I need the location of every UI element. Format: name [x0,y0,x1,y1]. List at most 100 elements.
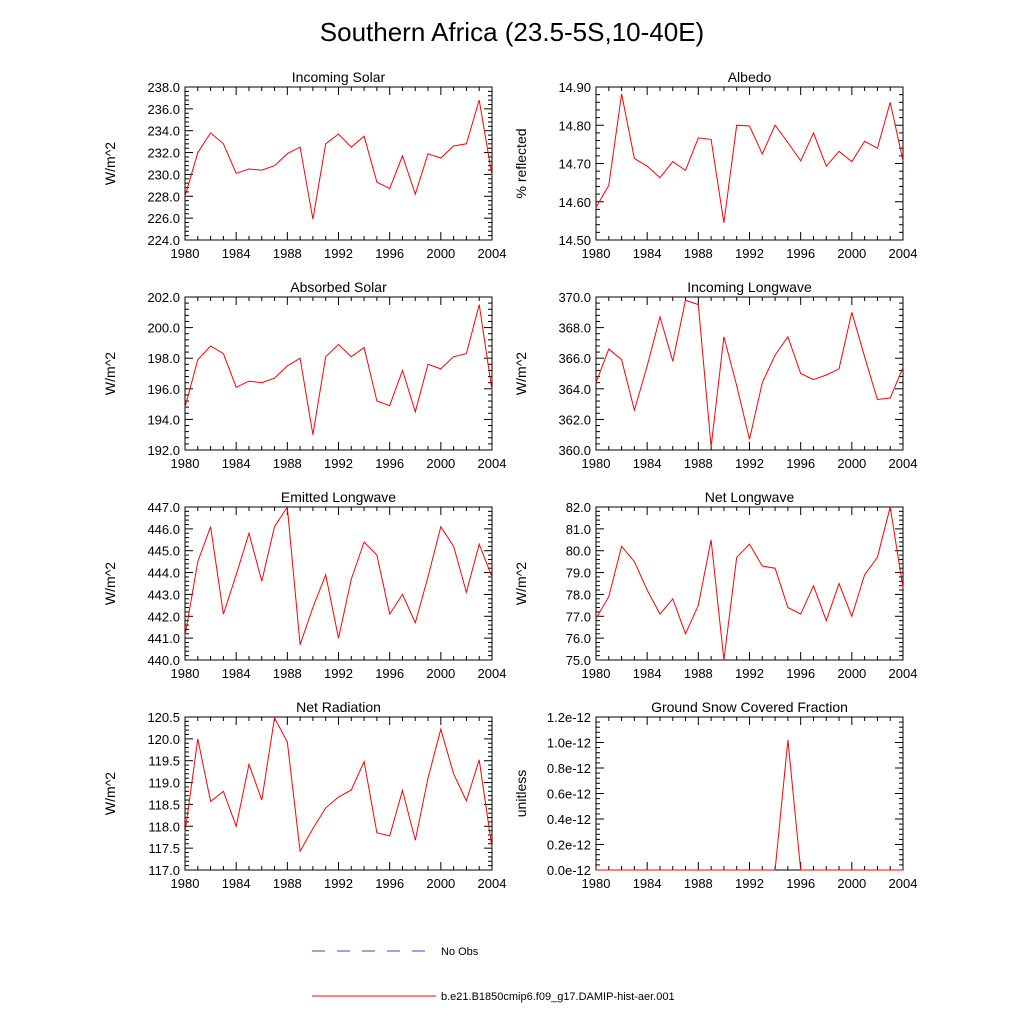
panel-title: Albedo [728,69,772,85]
panel-0: Incoming Solar W/m^2 1980 1984 1988 1992 1996 2… [102,69,506,261]
x-tick-label: 1980 [171,876,200,891]
y-tick-label: 0.8e-12 [547,761,591,776]
x-tick-label: 2000 [837,456,866,471]
x-tick-label: 1992 [324,456,353,471]
figure-title: Southern Africa (23.5-5S,10-40E) [320,17,704,47]
y-tick-label: 14.60 [558,195,591,210]
y-tick-label: 200.0 [147,321,180,336]
x-tick-label: 2000 [426,876,455,891]
plot-frame [595,506,904,661]
panel-title: Ground Snow Covered Fraction [651,699,848,715]
x-tick-label: 2004 [478,246,507,261]
y-tick-label: 234.0 [147,124,180,139]
x-tick-label: 1988 [273,246,302,261]
panel-title: Incoming Longwave [687,279,812,295]
y-tick-label: 198.0 [147,351,180,366]
series-line [184,304,493,435]
y-tick-label: 445.0 [147,544,180,559]
x-tick-label: 2004 [478,456,507,471]
panel-6: Net Radiation W/m^2 1980 1984 1988 1992 1996 20… [102,699,506,891]
x-tick-label: 1984 [633,666,662,681]
y-tick-label: 1.2e-12 [547,710,591,725]
x-tick-label: 2004 [889,246,918,261]
y-tick-label: 117.0 [148,863,180,878]
panel-4: Emitted Longwave W/m^2 1980 1984 1988 1992 199… [102,489,506,681]
x-tick-label: 1988 [684,456,713,471]
y-tick-label: 82.0 [566,500,591,515]
y-tick-label: 447.0 [147,500,180,515]
panel-1: Albedo % reflected 1980 1984 1988 1992 1996 200… [513,69,917,261]
panel-5: Net Longwave W/m^2 1980 1984 1988 1992 1996 200… [513,489,917,681]
y-tick-label: 362.0 [558,412,591,427]
y-tick-label: 366.0 [558,351,591,366]
legend-model-label: b.e21.B1850cmip6.f09_g17.DAMIP-hist-aer.… [441,991,675,1003]
x-tick-label: 2000 [426,246,455,261]
y-tick-label: 440.0 [147,653,180,668]
y-tick-label: 78.0 [566,587,591,602]
x-tick-label: 1996 [375,876,404,891]
x-tick-label: 1980 [582,666,611,681]
y-tick-label: 238.0 [147,80,180,95]
x-tick-label: 1984 [222,246,251,261]
x-tick-label: 1980 [171,666,200,681]
x-tick-label: 1980 [582,876,611,891]
y-tick-label: 120.5 [147,710,180,725]
series-line [596,739,903,871]
y-tick-label: 364.0 [558,382,591,397]
x-tick-label: 1988 [684,876,713,891]
x-tick-label: 1984 [633,456,662,471]
x-tick-label: 1996 [786,666,815,681]
x-tick-label: 2004 [889,666,918,681]
x-tick-label: 2000 [426,456,455,471]
y-tick-label: 196.0 [147,382,180,397]
x-tick-label: 1988 [684,666,713,681]
panel-title: Net Longwave [705,489,795,505]
x-tick-label: 1988 [273,666,302,681]
y-axis-label: W/m^2 [102,562,118,605]
x-tick-label: 1980 [171,456,200,471]
x-tick-label: 1988 [273,876,302,891]
y-tick-label: 14.50 [558,233,591,248]
x-tick-label: 1996 [786,246,815,261]
y-tick-label: 77.0 [566,609,591,624]
y-tick-label: 76.0 [566,631,591,646]
x-tick-label: 2000 [837,876,866,891]
y-tick-label: 232.0 [147,146,180,161]
y-axis-label: W/m^2 [513,352,529,395]
y-tick-label: 81.0 [566,522,591,537]
y-tick-label: 444.0 [147,566,180,581]
legend: No Obs b.e21.B1850cmip6.f09_g17.DAMIP-hi… [312,946,675,1003]
y-tick-label: 230.0 [147,167,180,182]
x-tick-label: 1996 [786,876,815,891]
series-line [184,716,493,853]
x-tick-label: 1980 [171,246,200,261]
y-tick-label: 202.0 [147,290,180,305]
y-tick-label: 443.0 [147,587,180,602]
y-axis-label: % reflected [513,128,529,198]
y-tick-label: 120.0 [147,732,180,747]
y-tick-label: 75.0 [566,653,591,668]
x-tick-label: 1992 [324,666,353,681]
panel-title: Absorbed Solar [290,279,387,295]
x-tick-label: 1984 [633,876,662,891]
y-tick-label: 14.80 [558,118,591,133]
x-tick-label: 2004 [478,666,507,681]
y-axis-label: W/m^2 [102,772,118,815]
x-tick-label: 1996 [375,666,404,681]
x-tick-label: 1992 [735,666,764,681]
x-tick-label: 1988 [684,246,713,261]
y-tick-label: 446.0 [147,522,180,537]
x-tick-label: 1984 [222,666,251,681]
y-tick-label: 14.70 [558,157,591,172]
panel-2: Absorbed Solar W/m^2 1980 1984 1988 1992 1996 2… [102,279,506,471]
y-tick-label: 1.0e-12 [547,736,591,751]
panel-7: Ground Snow Covered Fraction unitless 1980… [513,699,917,891]
y-tick-label: 442.0 [147,609,180,624]
plot-frame [595,296,904,451]
series-line [595,299,904,447]
series-line [184,99,493,220]
y-tick-label: 224.0 [147,233,180,248]
y-tick-label: 370.0 [558,290,591,305]
legend-obs-label: No Obs [441,946,479,958]
